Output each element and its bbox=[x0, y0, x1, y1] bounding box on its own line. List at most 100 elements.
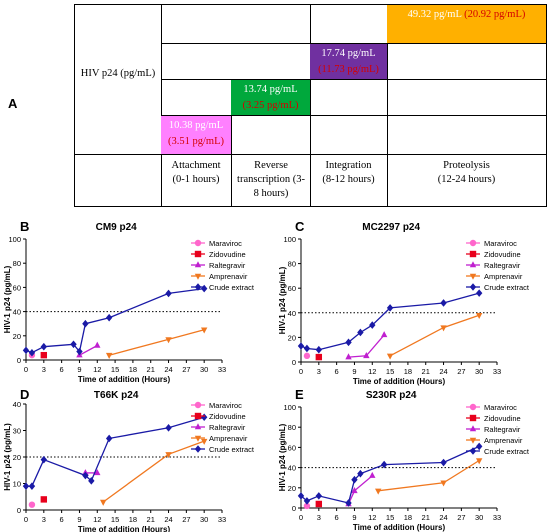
data-point bbox=[70, 340, 77, 349]
y-tick-label: 100 bbox=[283, 235, 296, 244]
stage-attachment-name: Attachment (0-1 hours) bbox=[171, 160, 221, 185]
data-point bbox=[386, 304, 394, 312]
panel-a-letter: A bbox=[8, 96, 18, 111]
x-tick-label: 27 bbox=[457, 367, 465, 376]
stage-attachment-box: 10.38 pg/mL (3.51 pg/mL) bbox=[161, 116, 231, 154]
data-point bbox=[105, 313, 113, 322]
x-axis-label: Time of addition (Hours) bbox=[78, 375, 171, 384]
series-line bbox=[79, 344, 98, 356]
data-point bbox=[351, 475, 358, 484]
legend-marker bbox=[469, 250, 477, 258]
legend-label: Amprenavir bbox=[209, 272, 248, 281]
x-tick-label: 24 bbox=[439, 513, 447, 522]
data-point bbox=[22, 482, 30, 490]
data-point bbox=[200, 327, 208, 334]
legend-label: Zidovudine bbox=[209, 412, 246, 421]
x-tick-label: 0 bbox=[299, 367, 303, 376]
series-line bbox=[109, 329, 205, 356]
x-tick-label: 18 bbox=[129, 515, 137, 524]
y-tick-label: 0 bbox=[17, 356, 21, 365]
chart-d: D T66K p24 0 10 20 30 40 0 3 6 9 12 15 18 21 24 27 30 33 Ti… bbox=[3, 387, 255, 532]
x-tick-label: 15 bbox=[386, 367, 394, 376]
x-tick-label: 15 bbox=[386, 513, 394, 522]
x-tick-label: 3 bbox=[317, 513, 321, 522]
data-point bbox=[357, 469, 364, 478]
data-point bbox=[76, 347, 83, 356]
legend-marker bbox=[194, 283, 202, 291]
legend-marker bbox=[194, 412, 202, 420]
legend-label: Maraviroc bbox=[484, 403, 517, 412]
data-point bbox=[475, 313, 483, 320]
data-point bbox=[375, 488, 382, 495]
legend-label: Zidovudine bbox=[484, 414, 521, 423]
panel-letter: E bbox=[295, 387, 304, 402]
x-tick-label: 33 bbox=[218, 365, 226, 374]
y-tick-label: 20 bbox=[288, 333, 296, 342]
x-tick-label: 15 bbox=[111, 515, 119, 524]
data-point bbox=[40, 496, 48, 503]
data-point bbox=[40, 342, 48, 351]
data-point bbox=[369, 321, 376, 329]
legend-label: Amprenavir bbox=[484, 436, 523, 445]
stage-rt-name: Reverse transcription (3-8 hours) bbox=[237, 160, 305, 199]
y-tick-label: 30 bbox=[13, 427, 21, 436]
legend-label: Amprenavir bbox=[209, 434, 248, 443]
data-point bbox=[200, 438, 208, 445]
legend-label: Zidovudine bbox=[209, 250, 246, 259]
legend-marker bbox=[469, 283, 477, 291]
legend-label: Raltegravir bbox=[209, 261, 246, 270]
legend-marker bbox=[194, 401, 202, 409]
legend-marker bbox=[469, 273, 477, 280]
data-point bbox=[475, 458, 483, 465]
x-tick-label: 33 bbox=[493, 513, 501, 522]
data-point bbox=[380, 460, 388, 469]
x-tick-label: 12 bbox=[368, 367, 376, 376]
y-axis-label: HIV-1 p24 (pg/mL) bbox=[3, 265, 12, 333]
x-tick-label: 0 bbox=[24, 365, 28, 374]
legend-marker bbox=[194, 273, 202, 280]
y-axis-label: HIV-1 p24 (pg/mL) bbox=[3, 423, 12, 491]
panel-a-table: HIV p24 (pg/mL) 10.38 pg/mL (3.51 pg/mL)… bbox=[74, 4, 547, 207]
data-point bbox=[369, 471, 376, 478]
data-point bbox=[440, 480, 447, 487]
data-point bbox=[303, 344, 311, 353]
legend-marker bbox=[194, 250, 202, 258]
data-point bbox=[22, 346, 30, 355]
y-axis-label: HIV-1 p24 (pg/mL) bbox=[278, 266, 287, 334]
y-tick-label: 100 bbox=[8, 235, 21, 244]
x-tick-label: 33 bbox=[218, 515, 226, 524]
stage-integration-sd: (11.73 pg/mL) bbox=[318, 64, 379, 75]
y-axis-label: HIV-1 p24 (pg/mL) bbox=[278, 423, 287, 491]
y-tick-label: 40 bbox=[13, 400, 21, 409]
x-tick-label: 27 bbox=[457, 513, 465, 522]
x-tick-label: 21 bbox=[147, 515, 155, 524]
chart-title: T66K p24 bbox=[94, 390, 139, 401]
legend-label: Raltegravir bbox=[209, 423, 246, 432]
legend-marker bbox=[469, 239, 477, 247]
y-tick-label: 100 bbox=[283, 403, 296, 412]
legend-marker bbox=[469, 403, 477, 411]
data-point bbox=[303, 502, 311, 510]
stage-rt-value: 13.74 pg/mL bbox=[243, 84, 298, 95]
data-point bbox=[165, 337, 172, 344]
x-tick-label: 9 bbox=[77, 515, 81, 524]
data-point bbox=[315, 353, 323, 361]
legend-marker bbox=[469, 425, 477, 432]
y-tick-label: 60 bbox=[288, 284, 296, 293]
x-tick-label: 30 bbox=[475, 367, 483, 376]
data-point bbox=[303, 352, 311, 360]
x-tick-label: 24 bbox=[164, 365, 172, 374]
x-tick-label: 9 bbox=[352, 367, 356, 376]
legend-label: Crude extract bbox=[209, 445, 255, 454]
legend-marker bbox=[194, 239, 202, 247]
legend-marker bbox=[469, 437, 477, 444]
x-axis-label: Time of addition (Hours) bbox=[78, 525, 171, 532]
x-tick-label: 12 bbox=[368, 513, 376, 522]
legend-marker bbox=[194, 445, 202, 453]
x-tick-label: 3 bbox=[42, 515, 46, 524]
data-point bbox=[345, 338, 352, 347]
data-point bbox=[345, 353, 352, 360]
data-point bbox=[28, 348, 36, 357]
x-tick-label: 6 bbox=[60, 365, 64, 374]
y-tick-label: 60 bbox=[288, 443, 296, 452]
